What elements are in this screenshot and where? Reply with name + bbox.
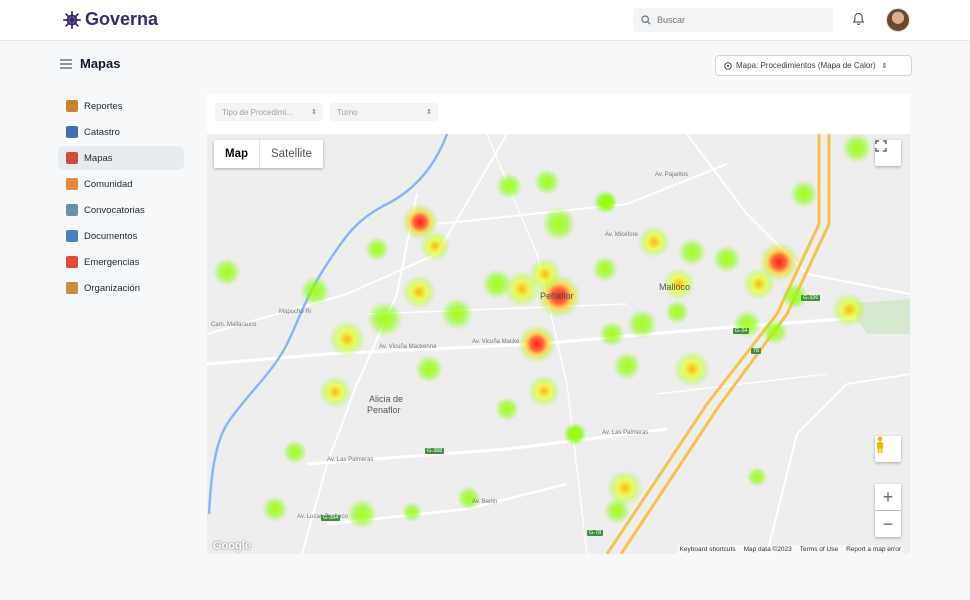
sidebar-nav: Reportes Catastro Mapas Comunidad Convoc… [58,94,184,302]
road-label: Av. Pajaritos [655,172,689,178]
sidebar-item-emergencias[interactable]: Emergencias [58,250,184,274]
road-label: Av. Las Palmeras [602,430,649,436]
map-data-text: Map data ©2023 [743,546,792,553]
river [207,134,449,515]
place-label-malloco: Malloco [659,282,691,292]
sidebar-item-label: Documentos [84,230,138,242]
sidebar-item-label: Emergencias [84,256,140,268]
road-label: Av. Micefore [605,232,638,238]
road-label: Av. Vicuña Mackenna [379,344,437,350]
fullscreen-icon [875,140,887,152]
hamburger-menu-icon[interactable] [60,58,72,69]
sidebar-item-reportes[interactable]: Reportes [58,94,184,118]
map-canvas[interactable] [207,134,910,554]
map-person-icon [66,152,78,164]
sidebar-item-label: Organización [84,282,140,294]
place-label-alicia: Alicia de [369,394,404,404]
road-label: Av. Berlin [472,499,498,505]
map-type-satellite-button[interactable]: Satellite [271,148,312,160]
sidebar-item-convocatorias[interactable]: Convocatorias [58,198,184,222]
page-header: Mapas [60,56,120,71]
documents-icon [66,230,78,242]
organization-icon [66,282,78,294]
sidebar-item-comunidad[interactable]: Comunidad [58,172,184,196]
siren-icon [66,256,78,268]
zoom-in-button[interactable]: + [875,484,901,510]
chevron-up-down-icon: ⇕ [426,109,432,116]
heat-map[interactable]: Peñaflor Malloco Alicia de Penaflor Av. … [207,134,910,554]
search-input[interactable] [657,15,817,25]
app-name: Governa [85,9,159,29]
chevron-up-down-icon: ⇕ [311,109,317,116]
map-selector-label: Mapa: Procedimientos (Mapa de Calor) [736,61,876,70]
road-label: Cam. Mallarauco [211,322,257,328]
sidebar-item-label: Comunidad [84,178,133,190]
ship-wheel-icon [63,10,81,29]
route-shield: G-394 [321,515,341,521]
heat-layer [213,134,872,529]
route-shield: G-78 [587,530,604,536]
bell-icon[interactable] [852,12,865,26]
sidebar-item-label: Convocatorias [84,204,145,216]
plus-icon: + [882,486,894,507]
sidebar-item-label: Catastro [84,126,120,138]
shift-filter[interactable]: Turno ⇕ [330,103,438,121]
road-label: Av. Las Palmeras [327,457,374,463]
route-shield: 78 [751,348,762,354]
search-icon [641,15,651,25]
pegman-icon [877,436,883,453]
page-title: Mapas [80,56,121,71]
search-box[interactable] [633,8,833,32]
sidebar-item-catastro[interactable]: Catastro [58,120,184,144]
map-pin-icon [724,61,732,70]
zoom-out-button[interactable]: − [875,511,901,537]
community-icon [66,178,78,190]
place-label-penaflor: Peñaflor [540,291,574,301]
top-bar: Governa [0,0,970,41]
app-logo[interactable]: Governa [63,9,158,30]
road-label: Mapocho Ri [279,309,312,315]
minus-icon: − [882,513,894,534]
fullscreen-button[interactable] [875,140,901,166]
highway [605,134,831,554]
keyboard-shortcuts-link[interactable]: Keyboard shortcuts [679,546,736,553]
sidebar-item-label: Reportes [84,100,123,112]
user-avatar[interactable] [886,8,910,32]
map-selector-dropdown[interactable]: Mapa: Procedimientos (Mapa de Calor) ⇕ [715,55,912,76]
calls-icon [66,204,78,216]
road-label: Av. Vicuña Macke [472,339,520,345]
sidebar-item-mapas[interactable]: Mapas [58,146,184,170]
sidebar-item-label: Mapas [84,152,113,164]
route-shield: G-34 [733,328,750,334]
filter-label: Tipo de Procedimi... [222,107,293,117]
route-shield: G-388 [425,448,445,454]
cadastre-icon [66,126,78,138]
filter-label: Turno [337,107,358,117]
place-label-alicia-penaflor: Penaflor [367,405,401,415]
reports-icon [66,100,78,112]
map-attribution: Keyboard shortcuts Map data ©2023 Terms … [676,545,904,554]
procedure-type-filter[interactable]: Tipo de Procedimi... ⇕ [215,103,323,121]
map-type-control: Map Satellite [214,140,323,168]
map-type-map-button[interactable]: Map [214,140,260,168]
route-shield: G-326 [801,295,821,301]
report-error-link[interactable]: Report a map error [846,546,901,553]
sidebar-item-organizacion[interactable]: Organización [58,276,184,300]
street-view-pegman[interactable] [875,436,901,462]
terms-link[interactable]: Terms of Use [799,546,839,553]
sidebar-item-documentos[interactable]: Documentos [58,224,184,248]
google-logo: Google [213,540,251,552]
chevron-up-down-icon: ⇕ [881,62,888,70]
